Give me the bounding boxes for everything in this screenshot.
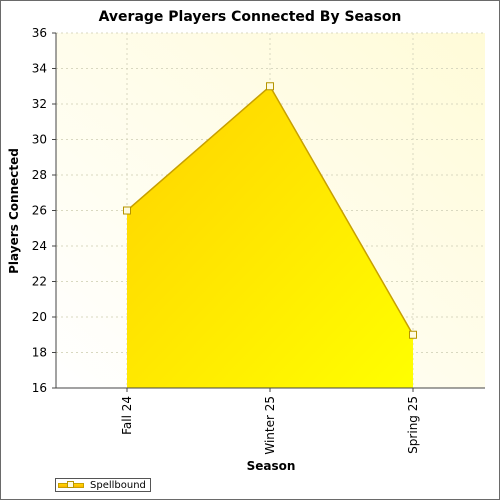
chart-title: Average Players Connected By Season — [98, 9, 402, 25]
y-tick-label: 22 — [32, 275, 47, 289]
y-tick-label: 16 — [32, 381, 47, 395]
legend-swatch-icon — [58, 481, 84, 489]
x-tick-label: Winter 25 — [263, 396, 277, 455]
y-tick-label: 34 — [32, 62, 47, 76]
y-tick-label: 30 — [32, 133, 47, 147]
x-tick-label: Fall 24 — [120, 396, 134, 435]
data-point — [266, 82, 274, 91]
y-tick-label: 28 — [32, 168, 47, 182]
legend-label: Spellbound — [90, 479, 146, 491]
y-tick-label: 18 — [32, 346, 47, 360]
x-tick-label: Spring 25 — [406, 396, 420, 454]
y-tick-label: 32 — [32, 97, 47, 111]
y-tick-label: 36 — [32, 26, 47, 40]
data-point — [409, 330, 417, 339]
series-area — [127, 86, 413, 388]
data-point — [123, 206, 131, 215]
y-tick-label: 24 — [32, 239, 47, 253]
y-tick-label: 26 — [32, 204, 47, 218]
legend: Spellbound — [55, 478, 151, 492]
y-tick-label: 20 — [32, 310, 47, 324]
x-axis-label: Season — [246, 459, 296, 473]
